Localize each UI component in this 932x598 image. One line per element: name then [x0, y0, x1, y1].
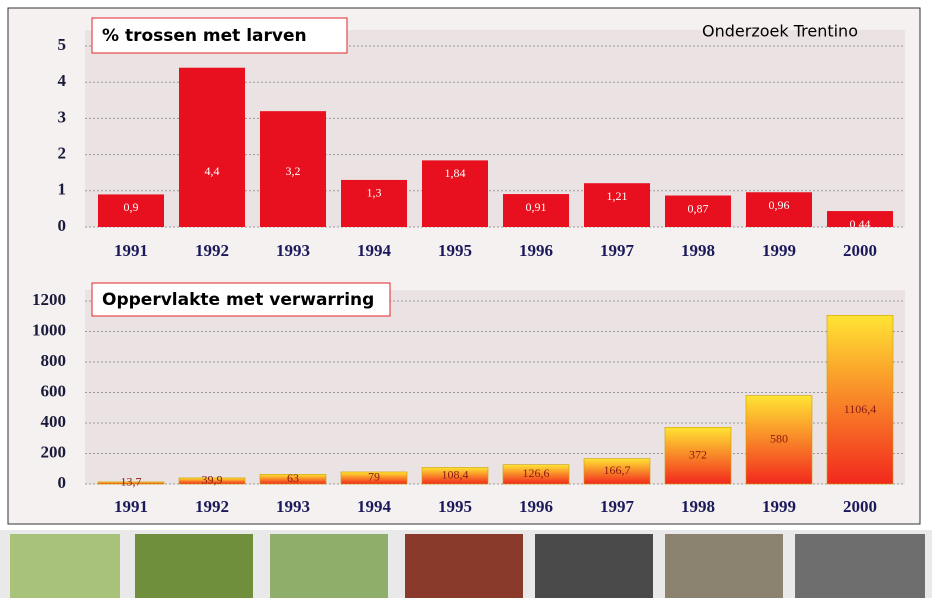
x-tick-label: 1995 — [438, 241, 472, 260]
value-label: 79 — [368, 470, 380, 484]
value-label: 0,44 — [850, 217, 871, 231]
value-label: 1106,4 — [844, 402, 877, 416]
value-label: 4,4 — [205, 164, 220, 178]
x-tick-label: 2000 — [843, 497, 877, 516]
y-tick-label: 600 — [41, 381, 67, 400]
y-tick-label: 4 — [58, 71, 67, 90]
x-tick-label: 1996 — [519, 241, 553, 260]
x-tick-label: 1992 — [195, 497, 229, 516]
x-tick-label: 1997 — [600, 497, 635, 516]
chart-title: % trossen met larven — [102, 26, 307, 46]
value-label: 0,87 — [688, 201, 709, 215]
x-tick-label: 1999 — [762, 241, 796, 260]
x-tick-label: 1994 — [357, 241, 392, 260]
x-tick-label: 1991 — [114, 497, 148, 516]
y-tick-label: 200 — [41, 442, 67, 461]
x-tick-label: 1998 — [681, 241, 715, 260]
value-label: 126,6 — [523, 466, 550, 480]
y-tick-label: 2 — [58, 144, 67, 163]
x-tick-label: 2000 — [843, 241, 877, 260]
value-label: 166,7 — [604, 463, 631, 477]
photo-strip — [0, 530, 932, 598]
x-tick-label: 1999 — [762, 497, 796, 516]
value-label: 372 — [689, 447, 707, 461]
x-tick-label: 1993 — [276, 497, 310, 516]
value-label: 39,9 — [202, 473, 223, 487]
page: 0 1 2 3 4 5 1991 0,9 1992 4,4 1993 3,2 1994 1,3 1995 1,… — [0, 0, 932, 598]
x-tick-label: 1995 — [438, 497, 472, 516]
value-label: 1,21 — [607, 189, 628, 203]
y-tick-label: 400 — [41, 412, 67, 431]
chart-title: Oppervlakte met verwarring — [102, 290, 374, 310]
value-label: 1,3 — [367, 186, 382, 200]
bar — [179, 68, 245, 227]
y-tick-label: 1 — [58, 180, 67, 199]
bar — [827, 315, 893, 484]
y-tick-label: 5 — [58, 35, 67, 54]
value-label: 580 — [770, 432, 788, 446]
x-tick-label: 1993 — [276, 241, 310, 260]
x-tick-label: 1994 — [357, 497, 392, 516]
y-tick-label: 800 — [41, 351, 67, 370]
x-tick-label: 1992 — [195, 241, 229, 260]
value-label: 3,2 — [286, 164, 301, 178]
value-label: 63 — [287, 471, 299, 485]
value-label: 108,4 — [442, 467, 469, 481]
y-tick-label: 0 — [58, 216, 67, 235]
y-tick-label: 1000 — [32, 320, 66, 339]
x-tick-label: 1996 — [519, 497, 553, 516]
x-tick-label: 1991 — [114, 241, 148, 260]
y-tick-label: 0 — [58, 473, 67, 492]
y-tick-label: 1200 — [32, 290, 66, 309]
y-tick-label: 3 — [58, 107, 67, 126]
x-tick-label: 1998 — [681, 497, 715, 516]
value-label: 0,91 — [526, 200, 547, 214]
annotation: Onderzoek Trentino — [702, 22, 858, 41]
value-label: 0,9 — [124, 200, 139, 214]
value-label: 1,84 — [445, 166, 466, 180]
x-tick-label: 1997 — [600, 241, 635, 260]
value-label: 0,96 — [769, 198, 790, 212]
value-label: 13,7 — [121, 475, 142, 489]
